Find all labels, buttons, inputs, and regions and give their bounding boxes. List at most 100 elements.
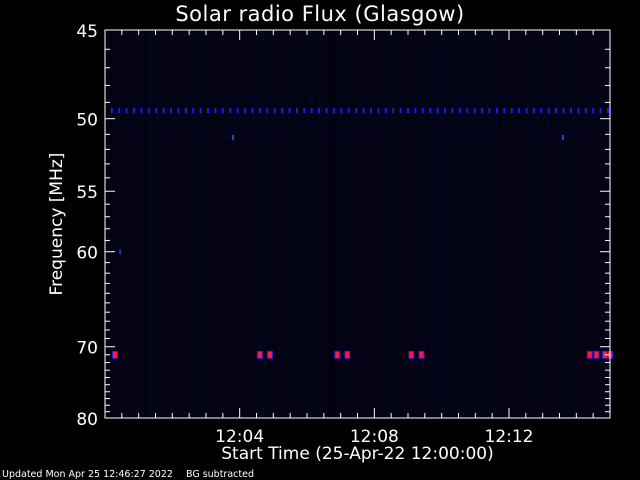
noise-stripe: [497, 30, 499, 418]
interference-49.5MHz-mark: [518, 108, 521, 114]
noise-stripe: [273, 30, 275, 418]
noise-stripe: [565, 30, 567, 418]
noise-stripe: [519, 30, 521, 418]
noise-stripe: [605, 30, 607, 418]
noise-stripe: [381, 30, 383, 418]
noise-stripe: [227, 30, 229, 418]
noise-stripe: [491, 30, 493, 418]
interference-49.5MHz-mark: [140, 108, 143, 114]
noise-stripe: [593, 30, 595, 418]
noise-stripe: [575, 30, 577, 418]
noise-stripe: [131, 30, 133, 418]
noise-stripe: [523, 30, 525, 418]
noise-stripe: [403, 30, 405, 418]
interference-71MHz-mark: [409, 351, 414, 358]
interference-49.5MHz-mark: [295, 108, 298, 114]
noise-stripe: [549, 30, 551, 418]
noise-stripe: [391, 30, 393, 418]
interference-49.5MHz-mark: [503, 108, 506, 114]
noise-stripe: [183, 30, 185, 418]
noise-stripe: [395, 30, 397, 418]
interference-49.5MHz-mark: [184, 108, 187, 114]
noise-stripe: [127, 30, 129, 418]
noise-stripe: [153, 30, 155, 418]
noise-stripe: [277, 30, 279, 418]
interference-49.5MHz-mark: [592, 108, 595, 114]
interference-49.5MHz-mark: [370, 108, 372, 114]
noise-stripe: [311, 30, 313, 418]
noise-stripe: [515, 30, 517, 418]
noise-stripe: [557, 30, 559, 418]
noise-stripe: [483, 30, 485, 418]
noise-stripe: [147, 30, 149, 418]
interference-49.5MHz-mark: [155, 108, 158, 114]
noise-stripe: [219, 30, 221, 418]
noise-stripe: [349, 30, 351, 418]
noise-stripe: [471, 30, 473, 418]
noise-stripe: [583, 30, 585, 418]
noise-stripe: [315, 30, 317, 418]
noise-stripe: [459, 30, 461, 418]
interference-49.5MHz-mark: [562, 108, 565, 114]
noise-stripe: [369, 30, 371, 418]
noise-stripe: [597, 30, 599, 418]
noise-stripe: [221, 30, 223, 418]
noise-stripe: [435, 30, 437, 418]
noise-stripe: [413, 30, 415, 418]
interference-49.5MHz-mark: [214, 108, 217, 114]
noise-stripe: [253, 30, 255, 418]
interference-49.5MHz-mark: [147, 108, 150, 114]
dot-51.2MHz-mark: [231, 134, 234, 140]
noise-stripe: [399, 30, 401, 418]
interference-49.5MHz-mark: [229, 108, 232, 114]
interference-49.5MHz-mark: [473, 108, 476, 114]
interference-49.5MHz-mark: [510, 108, 513, 114]
noise-stripe: [553, 30, 555, 418]
noise-stripe: [341, 30, 343, 418]
noise-stripe: [531, 30, 533, 418]
interference-71MHz-mark: [587, 351, 592, 358]
noise-stripe: [307, 30, 309, 418]
noise-stripe: [353, 30, 355, 418]
noise-stripe: [499, 30, 501, 418]
noise-stripe: [347, 30, 349, 418]
noise-stripe: [495, 30, 497, 418]
noise-stripe: [325, 30, 327, 418]
noise-stripe: [173, 30, 175, 418]
noise-stripe: [461, 30, 463, 418]
noise-stripe: [405, 30, 407, 418]
noise-stripe: [429, 30, 431, 418]
interference-49.5MHz-mark: [273, 108, 276, 114]
noise-stripe: [563, 30, 565, 418]
y-tick-label: 55: [76, 183, 98, 203]
noise-stripe: [529, 30, 531, 418]
noise-stripe: [231, 30, 233, 418]
noise-stripe: [181, 30, 183, 418]
interference-49.5MHz-mark: [569, 108, 572, 114]
noise-stripe: [179, 30, 181, 418]
noise-stripe: [321, 30, 323, 418]
noise-stripe: [267, 30, 269, 418]
noise-stripe: [185, 30, 187, 418]
interference-49.5MHz-mark: [207, 108, 209, 114]
noise-stripe: [259, 30, 261, 418]
noise-stripe: [309, 30, 311, 418]
noise-stripe: [165, 30, 167, 418]
noise-stripe: [169, 30, 171, 418]
noise-stripe: [407, 30, 409, 418]
noise-stripe: [171, 30, 173, 418]
noise-stripe: [119, 30, 121, 418]
noise-stripe: [223, 30, 225, 418]
noise-stripe: [443, 30, 445, 418]
noise-stripe: [509, 30, 511, 418]
noise-stripe: [187, 30, 189, 418]
noise-stripe: [239, 30, 241, 418]
noise-stripe: [279, 30, 281, 418]
interference-49.5MHz-mark: [532, 108, 535, 114]
noise-stripe: [449, 30, 451, 418]
noise-stripe: [423, 30, 425, 418]
noise-stripe: [283, 30, 285, 418]
noise-stripe: [409, 30, 411, 418]
noise-stripe: [421, 30, 423, 418]
interference-49.5MHz-mark: [488, 108, 491, 114]
